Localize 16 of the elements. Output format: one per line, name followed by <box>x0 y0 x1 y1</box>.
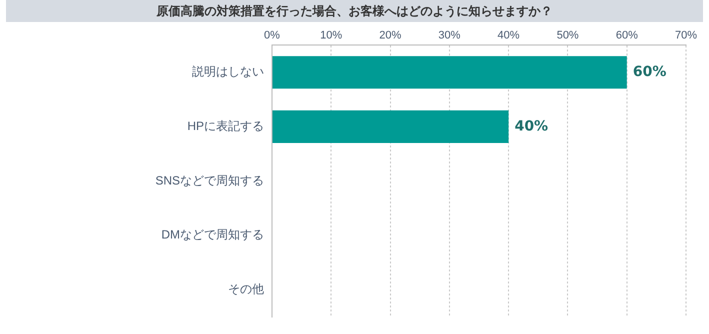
data-label: 60% <box>632 64 666 80</box>
y-tick-label: HPに表記する <box>187 118 264 133</box>
x-tick-label: 50% <box>556 30 579 42</box>
chart-title: 原価高騰の対策措置を行った場合、お客様へはどのように知らせますか？ <box>6 0 703 22</box>
y-tick-label: SNSなどで周知する <box>155 173 264 188</box>
x-tick-label: 30% <box>438 30 461 42</box>
x-tick-label: 10% <box>320 30 342 42</box>
x-tick-label: 0% <box>264 30 280 42</box>
x-tick-label: 60% <box>616 30 638 42</box>
x-tick-label: 40% <box>498 30 520 42</box>
x-tick-label: 70% <box>674 30 698 42</box>
x-tick-label: 20% <box>379 30 402 42</box>
y-tick-label: 説明はしない <box>192 64 264 79</box>
data-label: 40% <box>514 118 548 134</box>
y-tick-label: その他 <box>228 282 264 296</box>
y-tick-label: DMなどで周知する <box>161 228 264 242</box>
